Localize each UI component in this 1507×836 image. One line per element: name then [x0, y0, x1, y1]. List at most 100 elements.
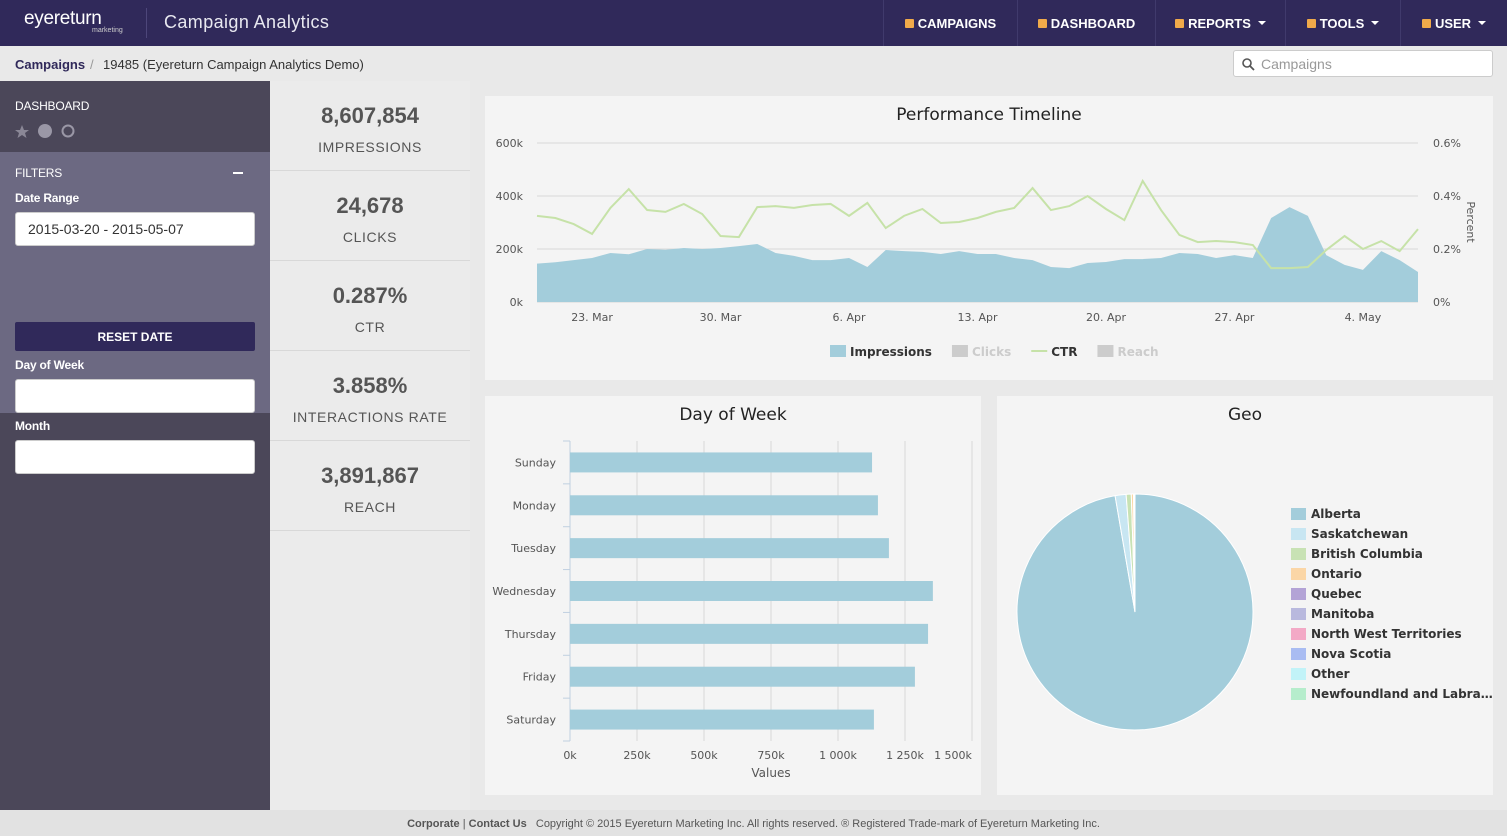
x-tick-label: 250k	[623, 749, 651, 762]
top-nav: eyereturn marketing Campaign Analytics C…	[0, 0, 1507, 46]
y-tick-label: Sunday	[515, 456, 557, 469]
field-label: Month	[15, 419, 50, 433]
x-tick-label: 20. Apr	[1086, 311, 1126, 324]
breadcrumb-link[interactable]: Campaigns	[15, 57, 86, 72]
legend-label[interactable]: Nova Scotia	[1311, 647, 1391, 661]
nav-label: USER	[1434, 15, 1472, 31]
y2-axis-title: Percent	[1464, 201, 1477, 243]
geo-chart: Geo Alberta Saskatchewan British Columbia On…	[997, 396, 1493, 795]
placeholder: Campaigns	[1261, 56, 1332, 72]
icon	[904, 18, 914, 28]
legend-label[interactable]: British Columbia	[1311, 547, 1423, 561]
bar	[570, 666, 915, 687]
legend-label[interactable]: Newfoundland and Labra…	[1311, 687, 1493, 701]
legend-symbol	[1291, 508, 1306, 520]
legend-symbol	[1291, 628, 1306, 640]
refresh-icon[interactable]	[61, 124, 75, 138]
legend-label[interactable]: Manitoba	[1311, 607, 1374, 621]
collapse-icon[interactable]	[233, 172, 243, 174]
info-icon[interactable]	[38, 124, 52, 138]
legend-label[interactable]: Impressions	[850, 345, 932, 359]
y-tick-label: Friday	[523, 671, 557, 684]
legend-symbol	[951, 345, 968, 357]
nav-item[interactable]: TOOLS	[1285, 0, 1400, 46]
legend-symbol	[1291, 608, 1306, 620]
star-icon[interactable]	[15, 125, 29, 138]
kpi-value: 0.287%	[332, 283, 408, 308]
kpi-value: 3,891,867	[321, 463, 419, 488]
legend-symbol	[1291, 528, 1306, 540]
icon	[1037, 18, 1047, 28]
copyright: Copyright © 2015 Eyereturn Marketing Inc…	[535, 818, 1100, 830]
y2-tick-label: 0.4%	[1433, 190, 1461, 203]
legend-label[interactable]: North West Territories	[1311, 627, 1462, 641]
x-tick-label: 13. Apr	[957, 311, 997, 324]
breadcrumb-current: 19485 (Eyereturn Campaign Analytics Demo…	[103, 57, 364, 72]
x-axis-title: Values	[751, 766, 790, 780]
legend-symbol	[1291, 688, 1306, 700]
day-of-week-chart: Day of Week 0k 250k 500k 750k 1 000k 1 250k 1 5…	[485, 396, 981, 795]
nav-item[interactable]: REPORTS	[1155, 0, 1285, 46]
reset-button[interactable]: RESET DATE	[15, 322, 255, 351]
legend-label[interactable]: Saskatchewan	[1311, 527, 1408, 541]
kpi-label: IMPRESSIONS	[318, 139, 422, 155]
nav-item[interactable]: USER	[1400, 0, 1507, 46]
legend-symbol	[1097, 345, 1114, 357]
nav-label: REPORTS	[1188, 15, 1251, 31]
nav-item[interactable]: CAMPAIGNS	[883, 0, 1017, 46]
search-input[interactable]: Campaigns	[1233, 50, 1493, 77]
month-input[interactable]	[15, 440, 255, 474]
section-heading: FILTERS	[15, 166, 63, 180]
x-tick-label: 1 250k	[886, 749, 924, 762]
bar	[570, 623, 929, 644]
kpi-card: 3,891,867 REACH	[270, 441, 470, 531]
brand[interactable]: eyereturn	[24, 8, 102, 29]
field-label: Day of Week	[15, 358, 84, 372]
line	[536, 178, 1419, 270]
app-title: Campaign Analytics	[164, 12, 330, 32]
kpi-column: 8,607,854 IMPRESSIONS 24,678 CLICKS 0.287% CT…	[270, 81, 470, 810]
x-tick-label: 1 000k	[819, 749, 857, 762]
x-tick-label: 23. Mar	[571, 311, 613, 324]
x-tick-label: 750k	[757, 749, 785, 762]
legend-symbol	[1291, 548, 1306, 560]
x-tick-label: 0k	[563, 749, 577, 762]
separator: |	[462, 818, 466, 830]
y-tick-label: 600k	[496, 137, 524, 150]
filters-panel: FILTERS Date Range 2015-03-20 - 2015-05-…	[0, 152, 270, 474]
day-of-week-input[interactable]	[15, 379, 255, 413]
legend-symbol	[1291, 568, 1306, 580]
footer: Corporate | Contact Us Copyright © 2015 …	[0, 810, 1507, 836]
chart-title: Performance Timeline	[896, 105, 1081, 125]
legend-label[interactable]: Clicks	[972, 345, 1011, 359]
footer-link[interactable]: Corporate	[407, 818, 460, 830]
legend-label[interactable]: CTR	[1051, 345, 1077, 359]
kpi-label: CTR	[354, 319, 386, 335]
y-tick-label: 400k	[496, 190, 524, 203]
kpi-value: 8,607,854	[321, 103, 419, 128]
search-icon	[1242, 58, 1255, 71]
bar	[570, 709, 874, 730]
legend-label[interactable]: Alberta	[1311, 507, 1361, 521]
kpi-label: REACH	[343, 499, 396, 515]
legend-label[interactable]: Quebec	[1311, 587, 1362, 601]
x-tick-label: 4. May	[1345, 311, 1382, 324]
brand-sub: marketing	[92, 27, 123, 34]
bar	[570, 452, 873, 473]
kpi-card: 3.858% INTERACTIONS RATE	[270, 351, 470, 441]
timeline-chart: Performance Timeline 0k 200k 400k 600k 0% 0.2%…	[485, 96, 1493, 380]
x-tick-label: 30. Mar	[700, 311, 742, 324]
x-tick-label: 6. Apr	[833, 311, 866, 324]
date-range-input[interactable]: 2015-03-20 - 2015-05-07	[15, 212, 255, 246]
legend-symbol	[830, 345, 846, 357]
footer-link[interactable]: Contact Us	[468, 818, 527, 830]
nav-item[interactable]: DASHBOARD	[1017, 0, 1155, 46]
bar	[570, 581, 933, 601]
legend-label[interactable]: Reach	[1117, 345, 1158, 359]
kpi-card: 0.287% CTR	[270, 261, 470, 351]
legend-label[interactable]: Other	[1311, 667, 1350, 681]
icon	[1306, 18, 1316, 28]
legend-label[interactable]: Ontario	[1311, 567, 1362, 581]
x-tick-label: 1 500k	[934, 749, 972, 762]
y-tick-label: Tuesday	[510, 542, 556, 555]
